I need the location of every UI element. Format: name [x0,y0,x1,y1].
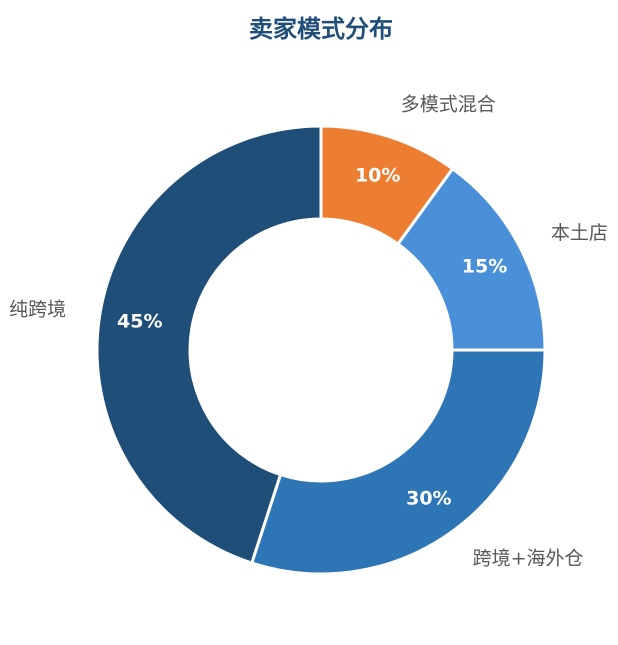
slice-value-label-1: 10% [355,164,400,186]
slice-category-label-2: 本土店 [551,222,608,244]
labels-group: 10% 多模式混合 15% 本土店 30% 跨境+海外仓 45% 纯跨境 [9,94,608,570]
chart-title: 卖家模式分布 [249,15,393,43]
slice-category-label-3: 跨境+海外仓 [473,548,584,570]
slice-value-label-4: 45% [117,310,162,332]
slice-category-label-4: 纯跨境 [9,299,66,321]
slice-4 [95,124,323,565]
slice-value-label-3: 30% [406,487,451,509]
slices-group [95,124,547,576]
slice-value-label-2: 15% [462,256,507,278]
slice-3 [249,348,547,576]
slice-category-label-1: 多模式混合 [401,94,496,116]
